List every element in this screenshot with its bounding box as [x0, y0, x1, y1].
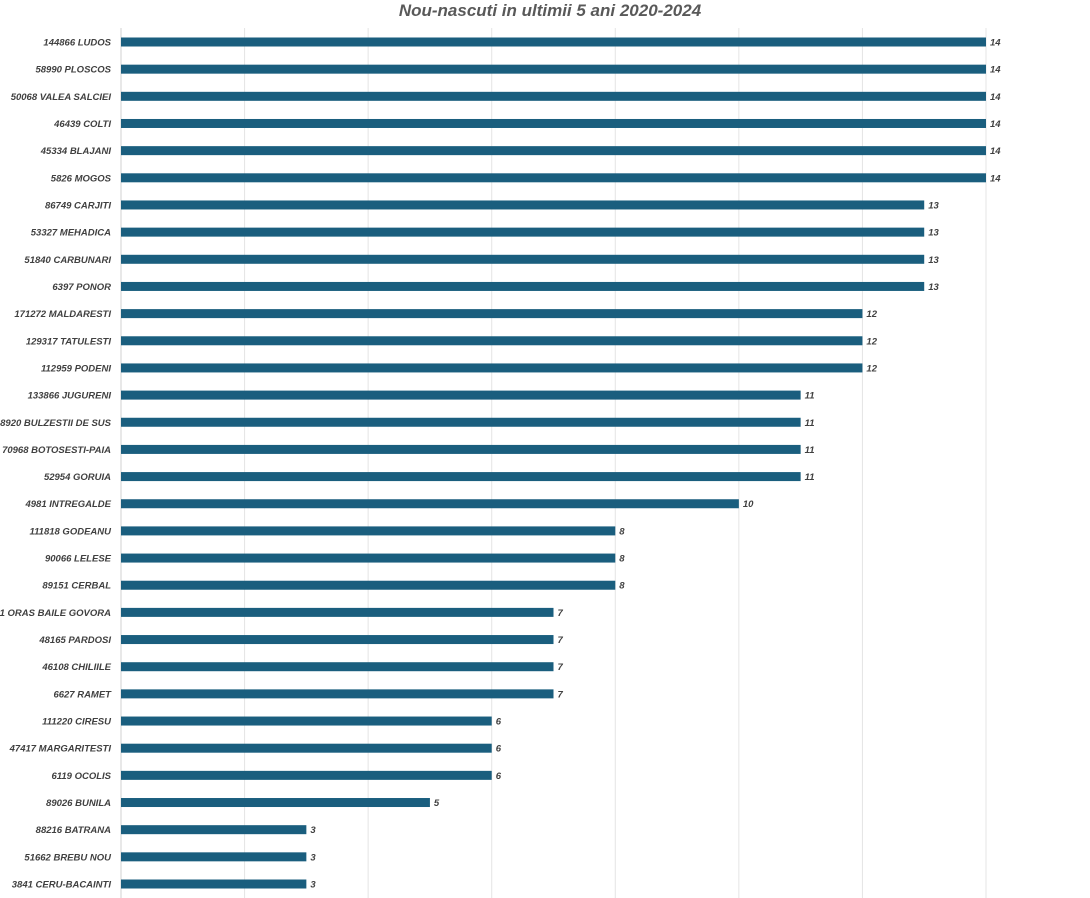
category-label: 144866 LUDOS — [43, 38, 111, 49]
category-label: 51840 CARBUNARI — [24, 255, 111, 266]
bar — [121, 390, 801, 400]
data-label: 6 — [496, 717, 502, 728]
category-label: 89151 CERBAL — [42, 581, 111, 592]
data-label: 8 — [619, 526, 625, 537]
bar — [121, 526, 616, 536]
category-label: 4981 INTREGALDE — [24, 499, 111, 510]
category-label: 3841 CERU-BACAINTI — [12, 880, 112, 891]
data-label: 11 — [805, 391, 815, 402]
data-label: 6 — [496, 744, 502, 755]
bar — [121, 499, 739, 509]
category-label: 86749 CARJITI — [45, 200, 111, 211]
bar — [121, 852, 307, 862]
bar — [121, 200, 925, 210]
category-label: 133866 JUGURENI — [28, 391, 112, 402]
data-label: 13 — [928, 255, 939, 266]
category-label: 46439 COLTI — [53, 119, 111, 130]
category-label: 171272 MALDARESTI — [14, 309, 111, 320]
category-label: 70968 BOTOSESTI-PAIA — [2, 445, 111, 456]
category-label: 58990 PLOSCOS — [35, 65, 111, 76]
category-label: 5826 MOGOS — [51, 173, 112, 184]
bar — [121, 770, 492, 780]
category-label: 89026 BUNILA — [46, 798, 111, 809]
data-label: 11 — [805, 418, 815, 429]
category-label: 45334 BLAJANI — [40, 146, 112, 157]
data-label: 12 — [866, 309, 877, 320]
data-label: 7 — [558, 662, 564, 673]
data-label: 7 — [558, 608, 564, 619]
category-label: 51662 BREBU NOU — [24, 852, 112, 863]
data-label: 5 — [434, 798, 440, 809]
bar — [121, 825, 307, 835]
bar — [121, 417, 801, 427]
category-label: 7641 ORAS BAILE GOVORA — [0, 608, 111, 619]
category-label: 6397 PONOR — [52, 282, 111, 293]
data-label: 8 — [619, 581, 625, 592]
bar — [121, 227, 925, 237]
bar — [121, 798, 430, 808]
category-label: 6119 OCOLIS — [52, 771, 112, 782]
bar — [121, 336, 863, 346]
data-label: 14 — [990, 38, 1001, 49]
bar — [121, 743, 492, 753]
data-label: 13 — [928, 200, 939, 211]
bar — [121, 363, 863, 373]
bar — [121, 879, 307, 889]
data-label: 3 — [310, 825, 316, 836]
category-label: 88216 BATRANA — [36, 825, 111, 836]
data-label: 6 — [496, 771, 502, 782]
category-label: 129317 TATULESTI — [26, 336, 112, 347]
bar — [121, 281, 925, 291]
data-label: 14 — [990, 92, 1001, 103]
data-label: 3 — [310, 880, 316, 891]
bar — [121, 64, 986, 74]
bar — [121, 607, 554, 617]
data-label: 11 — [805, 445, 815, 456]
category-label: 111220 CIRESU — [42, 717, 112, 728]
bar — [121, 635, 554, 645]
data-label: 14 — [990, 65, 1001, 76]
bar — [121, 553, 616, 563]
data-label: 12 — [866, 363, 877, 374]
category-label: 112959 PODENI — [41, 363, 111, 374]
category-label: 6627 RAMET — [53, 689, 112, 700]
data-label: 14 — [990, 119, 1001, 130]
data-label: 10 — [743, 499, 754, 510]
data-label: 3 — [310, 852, 316, 863]
bar — [121, 716, 492, 726]
data-label: 13 — [928, 282, 939, 293]
data-label: 14 — [990, 146, 1001, 157]
bar — [121, 173, 986, 183]
category-label: 53327 MEHADICA — [31, 228, 111, 239]
category-label: 47417 MARGARITESTI — [9, 744, 112, 755]
category-label: 50068 VALEA SALCIEI — [11, 92, 112, 103]
category-label: 90066 LELESE — [45, 554, 112, 565]
bar — [121, 118, 986, 128]
bar — [121, 309, 863, 319]
bar — [121, 444, 801, 454]
data-label: 7 — [558, 689, 564, 700]
data-label: 13 — [928, 228, 939, 239]
data-label: 11 — [805, 472, 815, 483]
bar — [121, 91, 986, 101]
category-label: 88920 BULZESTII DE SUS — [0, 418, 112, 429]
category-label: 52954 GORUIA — [44, 472, 111, 483]
bar — [121, 662, 554, 672]
category-label: 111818 GODEANU — [30, 526, 113, 537]
category-label: 46108 CHILIILE — [41, 662, 111, 673]
bar — [121, 254, 925, 264]
bar — [121, 146, 986, 156]
category-label: 48165 PARDOSI — [38, 635, 111, 646]
data-label: 14 — [990, 173, 1001, 184]
data-label: 7 — [558, 635, 564, 646]
data-label: 12 — [866, 336, 877, 347]
bar — [121, 37, 986, 47]
bar — [121, 689, 554, 699]
chart-title: Nou-nascuti in ultimii 5 ani 2020-2024 — [398, 1, 702, 20]
bar — [121, 472, 801, 482]
bar — [121, 580, 616, 590]
data-label: 8 — [619, 554, 625, 565]
